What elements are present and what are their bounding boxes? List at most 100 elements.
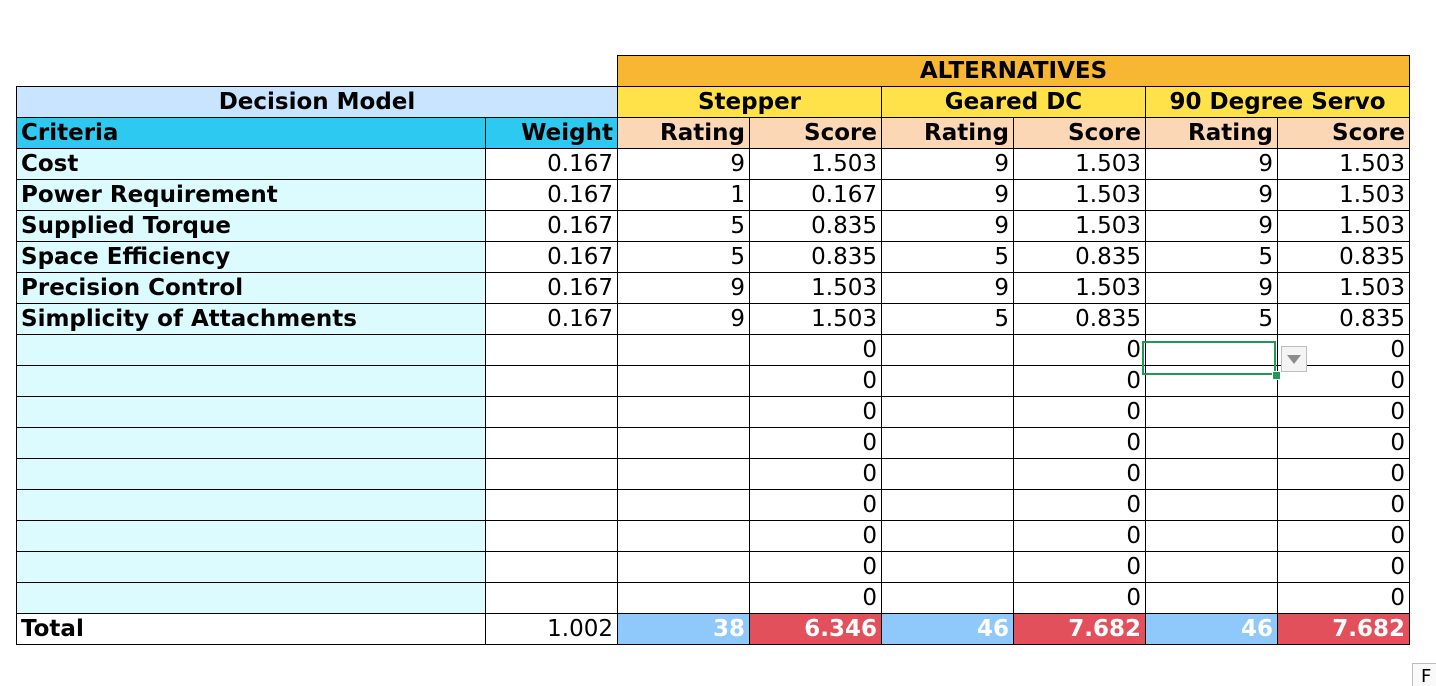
score-cell[interactable]: 0 xyxy=(1013,396,1146,428)
selected-rating-cell[interactable] xyxy=(1145,334,1278,366)
rating-cell[interactable]: 5 xyxy=(1145,241,1278,273)
rating-cell[interactable] xyxy=(617,489,750,521)
criterion-cell[interactable]: Precision Control xyxy=(16,272,486,304)
weight-cell[interactable]: 0.167 xyxy=(485,179,618,211)
alternative-name-stepper[interactable]: Stepper xyxy=(617,86,882,118)
rating-cell[interactable] xyxy=(1145,365,1278,397)
score-cell[interactable]: 1.503 xyxy=(1013,148,1146,180)
total-score-servo[interactable]: 7.682 xyxy=(1277,613,1410,645)
score-cell[interactable]: 0 xyxy=(1277,551,1410,583)
criteria-header[interactable]: Criteria xyxy=(16,117,486,149)
weight-cell[interactable]: 0.167 xyxy=(485,241,618,273)
score-cell[interactable]: 0 xyxy=(749,520,882,552)
alternatives-header[interactable]: ALTERNATIVES xyxy=(617,55,1410,87)
score-cell[interactable]: 0.835 xyxy=(1013,303,1146,335)
rating-cell[interactable] xyxy=(881,396,1014,428)
score-cell[interactable]: 1.503 xyxy=(749,148,882,180)
rating-cell[interactable]: 9 xyxy=(617,148,750,180)
score-cell[interactable]: 0 xyxy=(749,396,882,428)
rating-cell[interactable]: 9 xyxy=(1145,210,1278,242)
score-cell[interactable]: 0 xyxy=(749,458,882,490)
score-cell[interactable]: 0 xyxy=(1013,489,1146,521)
rating-cell[interactable] xyxy=(617,551,750,583)
total-label[interactable]: Total xyxy=(16,613,486,645)
rating-cell[interactable]: 9 xyxy=(617,272,750,304)
score-cell[interactable]: 0.167 xyxy=(749,179,882,211)
rating-cell[interactable] xyxy=(881,489,1014,521)
rating-cell[interactable] xyxy=(617,582,750,614)
rating-cell[interactable]: 9 xyxy=(881,272,1014,304)
score-header[interactable]: Score xyxy=(1013,117,1146,149)
rating-cell[interactable] xyxy=(617,520,750,552)
weight-cell[interactable] xyxy=(485,582,618,614)
rating-cell[interactable]: 5 xyxy=(1145,303,1278,335)
rating-header[interactable]: Rating xyxy=(881,117,1014,149)
criterion-cell[interactable] xyxy=(16,334,486,366)
score-cell[interactable]: 0.835 xyxy=(749,241,882,273)
score-cell[interactable]: 1.503 xyxy=(749,272,882,304)
weight-cell[interactable]: 0.167 xyxy=(485,272,618,304)
rating-cell[interactable] xyxy=(881,427,1014,459)
weight-cell[interactable] xyxy=(485,334,618,366)
total-score-stepper[interactable]: 6.346 xyxy=(749,613,882,645)
score-cell[interactable]: 1.503 xyxy=(1277,210,1410,242)
weight-cell[interactable] xyxy=(485,551,618,583)
score-cell[interactable]: 0 xyxy=(1013,334,1146,366)
score-cell[interactable]: 0 xyxy=(749,582,882,614)
weight-cell[interactable] xyxy=(485,458,618,490)
total-score-geared-dc[interactable]: 7.682 xyxy=(1013,613,1146,645)
criterion-cell[interactable] xyxy=(16,458,486,490)
alternative-name-geared-dc[interactable]: Geared DC xyxy=(881,86,1146,118)
score-cell[interactable]: 0 xyxy=(1277,489,1410,521)
rating-cell[interactable] xyxy=(1145,582,1278,614)
score-cell[interactable]: 0 xyxy=(1277,520,1410,552)
rating-cell[interactable] xyxy=(881,582,1014,614)
score-header[interactable]: Score xyxy=(1277,117,1410,149)
rating-cell[interactable]: 1 xyxy=(617,179,750,211)
weight-cell[interactable] xyxy=(485,365,618,397)
weight-cell[interactable]: 0.167 xyxy=(485,303,618,335)
rating-cell[interactable] xyxy=(881,458,1014,490)
score-cell[interactable]: 0 xyxy=(1277,427,1410,459)
total-rating-servo[interactable]: 46 xyxy=(1145,613,1278,645)
empty-cell[interactable] xyxy=(17,56,486,87)
criterion-cell[interactable]: Space Efficiency xyxy=(16,241,486,273)
rating-cell[interactable]: 9 xyxy=(881,210,1014,242)
rating-cell[interactable]: 9 xyxy=(617,303,750,335)
score-cell[interactable]: 0 xyxy=(1013,427,1146,459)
rating-cell[interactable] xyxy=(617,334,750,366)
criterion-cell[interactable]: Power Requirement xyxy=(16,179,486,211)
weight-cell[interactable] xyxy=(485,520,618,552)
rating-cell[interactable]: 9 xyxy=(1145,179,1278,211)
score-cell[interactable]: 0.835 xyxy=(1013,241,1146,273)
score-cell[interactable]: 1.503 xyxy=(1277,148,1410,180)
validation-dropdown-button[interactable] xyxy=(1281,346,1307,372)
rating-header[interactable]: Rating xyxy=(1145,117,1278,149)
score-cell[interactable]: 1.503 xyxy=(1277,179,1410,211)
score-cell[interactable]: 1.503 xyxy=(1013,272,1146,304)
score-cell[interactable]: 0 xyxy=(1013,520,1146,552)
criterion-cell[interactable] xyxy=(16,365,486,397)
rating-cell[interactable] xyxy=(1145,489,1278,521)
decision-model-header[interactable]: Decision Model xyxy=(16,86,618,118)
score-header[interactable]: Score xyxy=(749,117,882,149)
rating-cell[interactable]: 5 xyxy=(881,303,1014,335)
score-cell[interactable]: 0 xyxy=(1277,396,1410,428)
criterion-cell[interactable] xyxy=(16,427,486,459)
score-cell[interactable]: 0 xyxy=(1013,365,1146,397)
score-cell[interactable]: 1.503 xyxy=(1277,272,1410,304)
rating-cell[interactable] xyxy=(617,396,750,428)
criterion-cell[interactable]: Simplicity of Attachments xyxy=(16,303,486,335)
rating-cell[interactable]: 9 xyxy=(1145,148,1278,180)
criterion-cell[interactable]: Supplied Torque xyxy=(16,210,486,242)
rating-cell[interactable]: 9 xyxy=(1145,272,1278,304)
score-cell[interactable]: 0.835 xyxy=(1277,241,1410,273)
rating-cell[interactable] xyxy=(617,365,750,397)
total-weight[interactable]: 1.002 xyxy=(485,613,618,645)
rating-cell[interactable]: 5 xyxy=(617,210,750,242)
score-cell[interactable]: 1.503 xyxy=(1013,179,1146,211)
rating-cell[interactable] xyxy=(881,551,1014,583)
rating-cell[interactable] xyxy=(1145,427,1278,459)
criterion-cell[interactable] xyxy=(16,520,486,552)
score-cell[interactable]: 0 xyxy=(1013,582,1146,614)
